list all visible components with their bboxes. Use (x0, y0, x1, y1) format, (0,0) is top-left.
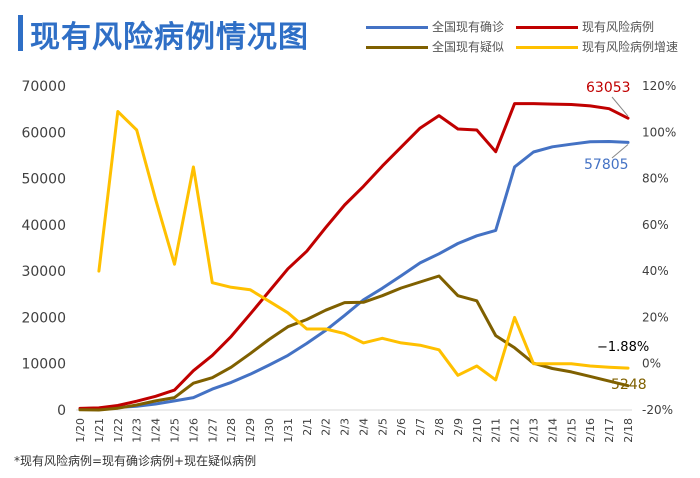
footnote: *现有风险病例=现有确诊病例+现在疑似病例 (14, 454, 257, 468)
left-tick-label: 10000 (21, 357, 66, 373)
callout-suspected-last: 5248 (611, 377, 647, 393)
x-tick-label: 2/6 (395, 418, 408, 436)
x-tick-label: 2/7 (414, 418, 427, 436)
x-tick-label: 1/25 (168, 418, 181, 443)
legend-label-growth: 现有风险病例增速 (582, 40, 679, 54)
x-tick-label: 1/27 (206, 418, 219, 443)
right-tick-label: 80% (642, 172, 669, 186)
x-tick-label: 1/20 (74, 418, 87, 443)
series-line (78, 140, 630, 411)
x-tick-label: 1/21 (93, 418, 106, 443)
x-tick-label: 2/4 (357, 418, 370, 436)
page-title: 现有风险病例情况图 (30, 20, 309, 55)
x-tick-label: 2/3 (339, 418, 352, 436)
callout-leader-risk (611, 96, 629, 117)
x-tick-label: 2/16 (584, 418, 597, 443)
x-tick-label: 2/1 (301, 418, 314, 436)
legend-swatch-growth (516, 46, 578, 49)
right-tick-label: 120% (642, 79, 676, 93)
x-tick-label: 2/14 (546, 418, 559, 443)
x-tick-label: 1/28 (225, 418, 238, 443)
legend-label-confirmed: 全国现有确诊 (432, 20, 505, 34)
x-tick-label: 1/22 (112, 418, 125, 443)
x-tick-label: 1/23 (131, 418, 144, 443)
callout-risk-last: 63053 (586, 80, 631, 96)
title-accent-bar (18, 15, 23, 51)
legend-label-risk: 现有风险病例 (582, 20, 655, 34)
left-tick-label: 20000 (21, 310, 66, 326)
right-tick-label: 100% (642, 125, 676, 139)
left-tick-label: 40000 (21, 218, 66, 234)
x-tick-label: 2/5 (376, 418, 389, 436)
right-tick-label: 0% (642, 357, 661, 371)
left-tick-label: 70000 (21, 79, 66, 95)
x-tick-label: 2/11 (490, 418, 503, 443)
left-tick-label: 0 (57, 403, 66, 419)
x-tick-label: 1/24 (150, 418, 163, 443)
x-tick-label: 1/30 (263, 418, 276, 443)
legend-label-suspected: 全国现有疑似 (432, 40, 505, 54)
right-tick-label: -20% (642, 403, 673, 417)
series-line (97, 110, 630, 382)
x-tick-label: 2/12 (509, 418, 522, 443)
series-line (78, 102, 630, 410)
x-tick-label: 1/31 (282, 418, 295, 443)
x-tick-label: 2/18 (622, 418, 635, 443)
x-tick-label: 2/10 (471, 418, 484, 443)
x-tick-label: 1/29 (244, 418, 257, 443)
right-tick-label: 20% (642, 310, 669, 324)
x-tick-label: 1/26 (187, 418, 200, 443)
series-line (78, 274, 630, 412)
x-tick-label: 2/13 (528, 418, 541, 443)
x-tick-label: 2/17 (603, 418, 616, 443)
right-tick-label: 40% (642, 264, 669, 278)
callout-leader-confirmed (611, 144, 629, 159)
x-tick-label: 2/9 (452, 418, 465, 436)
x-tick-label: 2/15 (565, 418, 578, 443)
right-tick-label: 60% (642, 218, 669, 232)
legend-swatch-suspected (366, 46, 428, 49)
legend-swatch-risk (516, 26, 578, 29)
x-tick-label: 2/8 (433, 418, 446, 436)
legend-swatch-confirmed (366, 26, 428, 29)
left-tick-label: 50000 (21, 172, 66, 188)
x-tick-label: 2/2 (320, 418, 333, 436)
callout-confirmed-last: 57805 (584, 157, 629, 173)
callout-growth-last: −1.88% (597, 340, 650, 355)
left-tick-label: 30000 (21, 264, 66, 280)
left-tick-label: 60000 (21, 125, 66, 141)
